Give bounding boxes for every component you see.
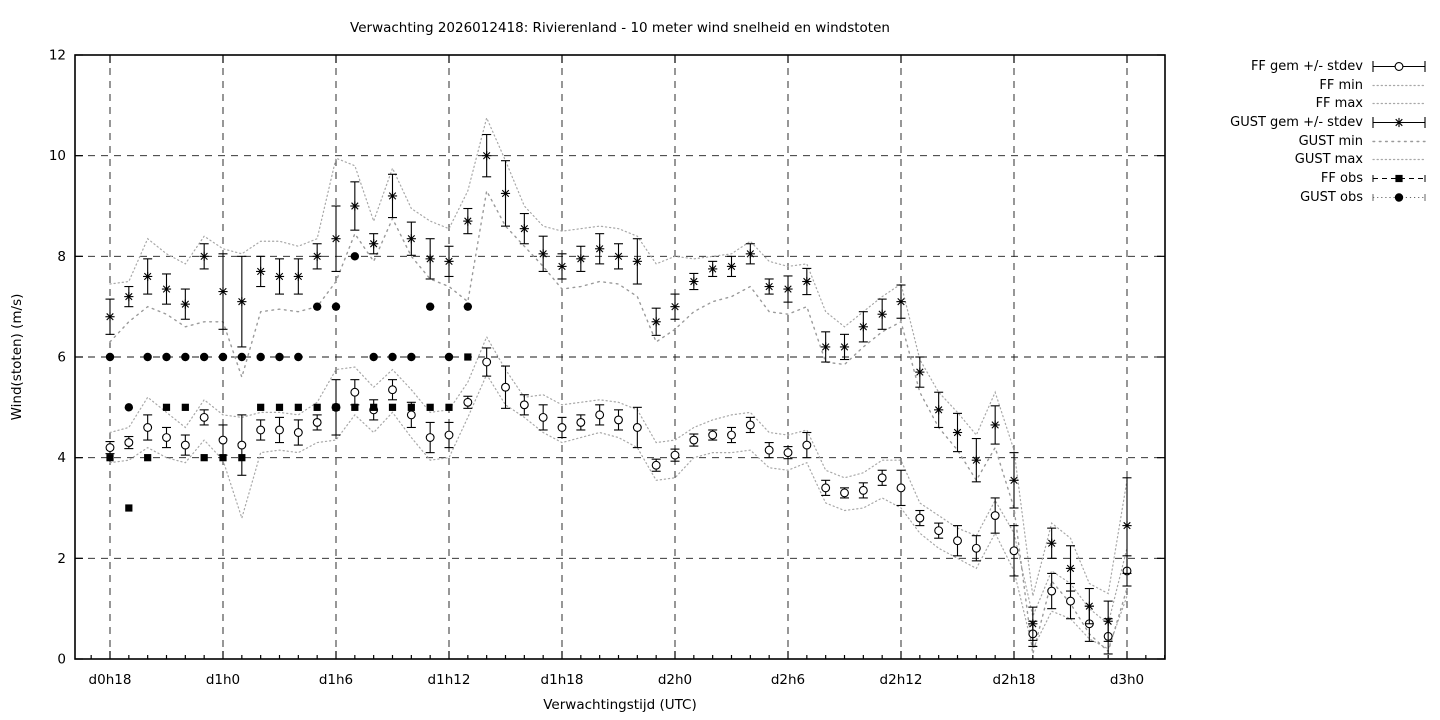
legend-sample-gust-max (1372, 159, 1426, 161)
legend-sample-ff-obs (1372, 174, 1426, 183)
x-tick-label: d1h18 (541, 672, 584, 688)
y-tick-label: 6 (57, 350, 66, 366)
legend-item-ff-min: FF min (1160, 76, 1428, 95)
legend-label: GUST gem +/- stdev (1230, 114, 1363, 130)
x-tick-label: d2h18 (993, 672, 1036, 688)
series-gust-min (109, 188, 1128, 655)
y-axis-label: Wind(stoten) (m/s) (9, 293, 25, 421)
legend-item-gust-obs: GUST obs (1160, 188, 1428, 207)
y-tick-label: 8 (57, 249, 66, 265)
legend-item-gust-gem-stdev: GUST gem +/- stdev (1160, 113, 1428, 132)
legend: FF gem +/- stdev FF min FF max GUST gem +/-… (1160, 57, 1428, 207)
y-tick-label: 12 (49, 48, 66, 64)
legend-sample-ff-min (1372, 84, 1426, 86)
x-tick-label: d1h0 (206, 672, 240, 688)
legend-label: GUST max (1294, 152, 1363, 168)
chart-title: Verwachting 2026012418: Rivierenland - 1… (350, 20, 890, 36)
legend-sample-ff-max (1372, 103, 1426, 105)
x-tick-label: d0h18 (89, 672, 132, 688)
x-tick-label: d2h6 (771, 672, 805, 688)
y-tick-label: 10 (49, 148, 66, 164)
legend-label: FF min (1319, 77, 1363, 93)
series-ff-gem-stdev (105, 347, 1132, 655)
legend-item-gust-min: GUST min (1160, 132, 1428, 151)
series-gust-obs (105, 252, 473, 412)
series-ff-max (109, 335, 1128, 625)
legend-item-ff-gem-stdev: FF gem +/- stdev (1160, 57, 1428, 76)
axis-ticks (75, 54, 1166, 660)
series-ff-obs (106, 353, 472, 512)
series-gust-max (109, 116, 1128, 597)
x-axis-label: Verwachtingstijd (UTC) (543, 697, 697, 713)
legend-label: FF obs (1320, 170, 1363, 186)
legend-label: FF gem +/- stdev (1250, 58, 1363, 74)
legend-item-ff-obs: FF obs (1160, 169, 1428, 188)
legend-label: FF max (1315, 96, 1363, 112)
legend-sample-gust-obs (1372, 192, 1426, 202)
series-ff-min (109, 373, 1128, 651)
legend-sample-gust-gem-stdev (1372, 116, 1426, 128)
y-tick-label: 0 (57, 652, 66, 668)
legend-sample-ff-gem-stdev (1372, 60, 1426, 72)
legend-label: GUST min (1298, 133, 1363, 149)
legend-item-gust-max: GUST max (1160, 150, 1428, 169)
legend-sample-gust-min (1372, 140, 1426, 142)
x-tick-label: d2h0 (658, 672, 692, 688)
y-tick-label: 2 (57, 551, 66, 567)
legend-item-ff-max: FF max (1160, 94, 1428, 113)
y-tick-label: 4 (57, 450, 66, 466)
x-tick-label: d3h0 (1110, 672, 1144, 688)
x-tick-label: d1h6 (319, 672, 353, 688)
legend-label: GUST obs (1300, 189, 1363, 205)
x-tick-label: d1h12 (428, 672, 471, 688)
series-gust-gem-stdev (105, 133, 1132, 642)
x-tick-label: d2h12 (880, 672, 923, 688)
